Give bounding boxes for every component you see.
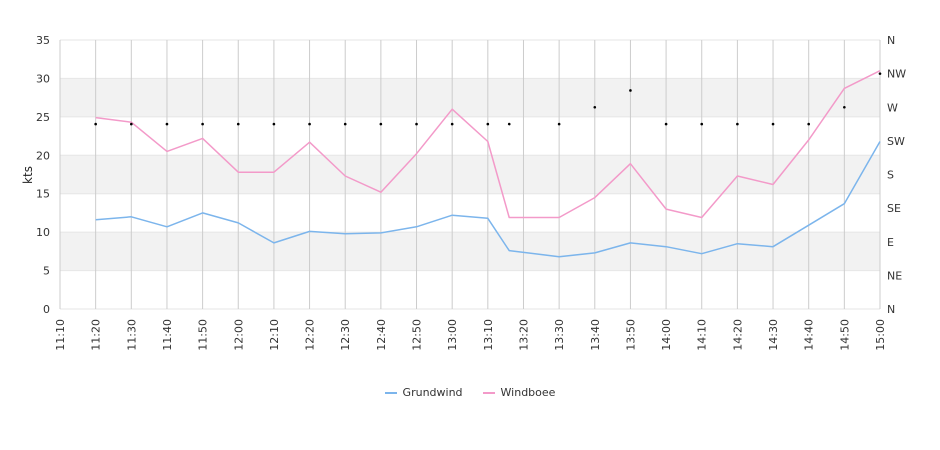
right-tick-label: N (887, 34, 895, 47)
series-line-windboee (95, 70, 881, 219)
direction-marker (130, 122, 133, 126)
direction-marker (843, 105, 846, 109)
x-tick-label: 11:20 (90, 319, 103, 351)
direction-marker (94, 122, 97, 126)
x-tick-label: 12:50 (411, 319, 424, 351)
legend-label-grundwind: Grundwind (402, 386, 463, 399)
x-tick-label: 14:50 (838, 319, 851, 351)
x-tick-label: 11:10 (54, 319, 67, 351)
right-tick-label: S (887, 169, 894, 182)
x-tick-label: 14:30 (767, 319, 780, 351)
x-tick-label: 12:20 (304, 319, 317, 351)
direction-marker (593, 105, 597, 109)
legend-swatch-windboee (482, 391, 495, 394)
right-axis-ticks: N NE E SE S SW W NW N (887, 34, 906, 316)
direction-marker (379, 122, 383, 126)
x-tick-label: 14:40 (803, 319, 816, 351)
x-tick-label: 12:40 (375, 319, 388, 351)
x-tick-label: 12:30 (339, 319, 352, 351)
y-tick-label: 20 (36, 149, 50, 162)
x-tick-label: 13:30 (553, 319, 566, 351)
series-line-grundwind (95, 141, 881, 258)
y-tick-label: 25 (36, 111, 50, 124)
legend-item-grundwind[interactable]: Grundwind (384, 386, 463, 399)
legend-label-windboee: Windboee (500, 386, 556, 399)
x-tick-label: 13:00 (446, 319, 459, 351)
x-tick-label: 11:40 (161, 319, 174, 351)
plot-band (60, 78, 880, 117)
direction-marker (201, 122, 204, 126)
direction-marker (236, 122, 240, 126)
direction-marker (878, 72, 882, 75)
direction-marker (736, 122, 739, 126)
x-tick-label: 12:00 (232, 319, 245, 351)
x-axis-ticks: 11:10 11:20 11:30 11:40 11:50 12:00 12:10 12:20… (54, 319, 887, 351)
plot-band (60, 232, 880, 271)
direction-markers (94, 72, 882, 126)
plot-band (60, 155, 880, 194)
direction-marker (165, 122, 169, 126)
right-tick-label: SE (887, 202, 901, 215)
x-tick-label: 13:50 (624, 319, 637, 351)
direction-marker (486, 122, 490, 126)
y-tick-label: 5 (43, 265, 50, 278)
legend-item-windboee[interactable]: Windboee (482, 386, 556, 399)
legend: Grundwind Windboee (0, 386, 940, 399)
direction-marker (507, 122, 511, 126)
direction-marker (629, 89, 632, 92)
direction-marker (450, 122, 454, 126)
y-axis-label: kts (21, 166, 35, 184)
y-tick-label: 30 (36, 72, 50, 85)
right-tick-label: W (887, 101, 898, 114)
series-lines (95, 70, 881, 258)
plot-bands (60, 78, 880, 271)
legend-swatch-grundwind (384, 391, 397, 394)
x-tick-label: 13:20 (517, 319, 530, 351)
right-tick-label: SW (887, 135, 905, 148)
y-axis-ticks: 0 5 10 15 20 25 30 35 (36, 34, 50, 316)
y-tick-label: 15 (36, 188, 50, 201)
direction-marker (272, 122, 276, 126)
direction-marker (771, 122, 775, 126)
direction-marker (807, 122, 810, 126)
direction-marker (664, 122, 668, 126)
right-tick-label: E (887, 236, 894, 249)
right-tick-label: NW (887, 68, 906, 81)
y-tick-label: 0 (43, 303, 50, 316)
right-tick-label: NE (887, 269, 902, 282)
x-tick-label: 14:10 (696, 319, 709, 351)
y-tick-label: 10 (36, 226, 50, 239)
direction-marker (557, 122, 561, 126)
x-tick-label: 11:50 (197, 319, 210, 351)
x-tick-label: 13:10 (482, 319, 495, 351)
y-tick-label: 35 (36, 34, 50, 47)
x-tick-label: 14:20 (731, 319, 744, 351)
direction-marker (308, 122, 311, 126)
x-tick-label: 13:40 (589, 319, 602, 351)
grid-lines (59, 39, 881, 310)
direction-marker (700, 122, 704, 126)
direction-marker (343, 122, 347, 126)
right-tick-label: N (887, 303, 895, 316)
x-tick-label: 15:00 (874, 319, 887, 351)
x-tick-label: 14:00 (660, 319, 673, 351)
direction-marker (415, 122, 418, 126)
x-tick-label: 11:30 (125, 319, 138, 351)
x-tick-label: 12:10 (268, 319, 281, 351)
